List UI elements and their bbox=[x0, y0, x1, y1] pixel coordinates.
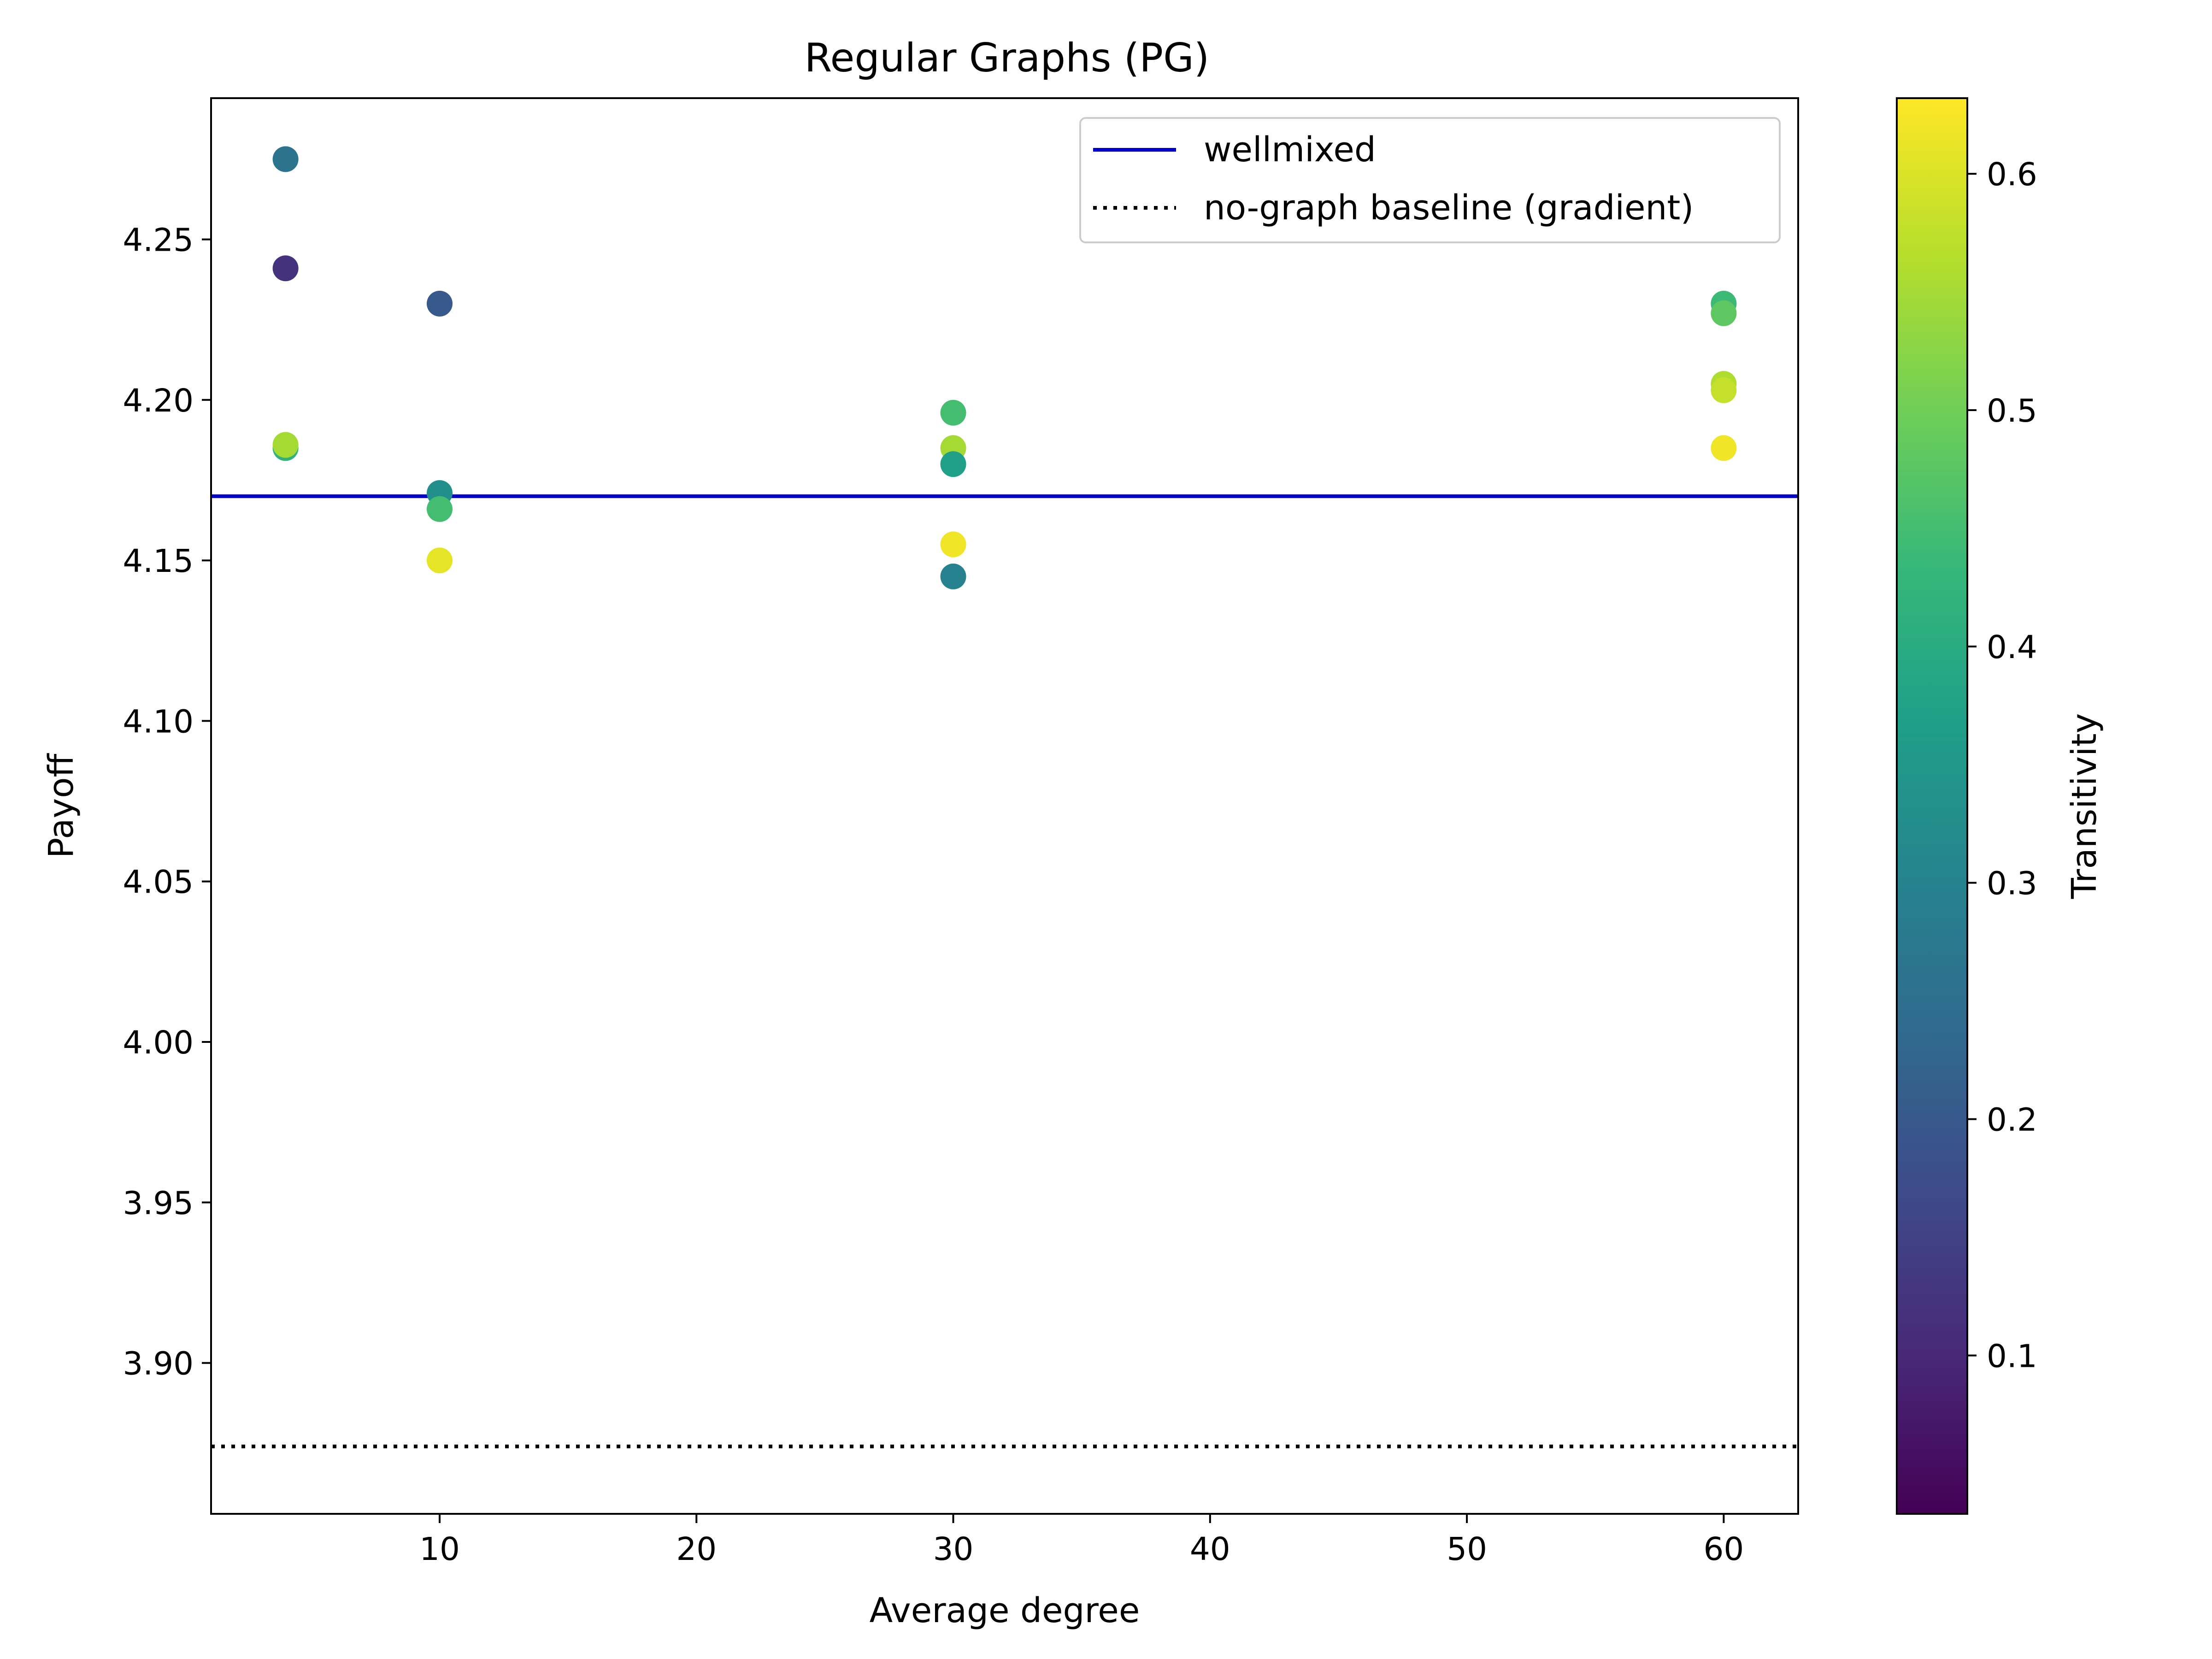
y-tick-label-3: 4.05 bbox=[123, 864, 194, 901]
legend-box bbox=[1079, 117, 1781, 243]
data-point-6 bbox=[426, 496, 453, 522]
data-point-10 bbox=[940, 451, 966, 477]
data-point-1 bbox=[272, 255, 299, 282]
y-tick-label-4: 4.10 bbox=[123, 703, 194, 740]
colorbar-tick-label-3: 0.4 bbox=[1987, 629, 2037, 666]
y-axis-ticks: 3.90 3.95 4.00 4.05 4.10 4.15 4.20 4.25 bbox=[123, 222, 211, 1382]
x-tick-label-0: 10 bbox=[419, 1531, 460, 1568]
colorbar-tick-label-0: 0.1 bbox=[1987, 1338, 2037, 1375]
x-axis-label: Average degree bbox=[870, 1591, 1140, 1630]
colorbar-label: Transitivity bbox=[2065, 713, 2104, 900]
y-tick-label-7: 4.25 bbox=[123, 222, 194, 259]
y-tick-label-0: 3.90 bbox=[123, 1346, 194, 1382]
colorbar-tick-label-1: 0.2 bbox=[1987, 1102, 2037, 1139]
legend-baseline-label: no-graph baseline (gradient) bbox=[1204, 188, 1694, 228]
data-point-7 bbox=[426, 547, 453, 574]
x-tick-label-2: 30 bbox=[933, 1531, 974, 1568]
x-tick-label-3: 40 bbox=[1190, 1531, 1230, 1568]
legend: wellmixed no-graph baseline (gradient) bbox=[1079, 117, 1781, 243]
x-axis-ticks: 10 20 30 40 50 60 bbox=[419, 1514, 1744, 1568]
data-point-11 bbox=[940, 531, 966, 558]
legend-wellmixed-label: wellmixed bbox=[1204, 130, 1376, 170]
colorbar-tick-label-5: 0.6 bbox=[1987, 156, 2037, 193]
x-tick-label-5: 60 bbox=[1703, 1531, 1744, 1568]
data-point-4 bbox=[426, 290, 453, 317]
chart-title: Regular Graphs (PG) bbox=[805, 35, 1210, 81]
y-tick-label-5: 4.15 bbox=[123, 543, 194, 580]
reference-lines bbox=[211, 494, 1798, 1448]
colorbar-gradient bbox=[1896, 97, 1968, 1515]
colorbar-ticks: 0.1 0.2 0.3 0.4 0.5 0.6 bbox=[1967, 156, 2037, 1375]
colorbar-tick-label-4: 0.5 bbox=[1987, 393, 2037, 429]
data-point-17 bbox=[1711, 435, 1737, 461]
x-tick-label-4: 50 bbox=[1447, 1531, 1487, 1568]
data-point-8 bbox=[940, 400, 966, 426]
y-tick-label-6: 4.20 bbox=[123, 382, 194, 419]
y-tick-label-1: 3.95 bbox=[123, 1185, 194, 1222]
data-point-0 bbox=[272, 146, 299, 172]
data-points bbox=[272, 146, 1737, 589]
data-point-14 bbox=[1711, 300, 1737, 326]
x-tick-label-1: 20 bbox=[676, 1531, 717, 1568]
colorbar-tick-label-2: 0.3 bbox=[1987, 865, 2037, 902]
colorbar: 0.1 0.2 0.3 0.4 0.5 0.6 Transitivity bbox=[1896, 97, 2104, 1515]
y-axis-label: Payoff bbox=[41, 753, 81, 859]
data-point-12 bbox=[940, 563, 966, 589]
plot-frame bbox=[210, 97, 1799, 1515]
data-point-3 bbox=[272, 432, 299, 458]
data-point-16 bbox=[1711, 377, 1737, 403]
y-tick-label-2: 4.00 bbox=[123, 1024, 194, 1061]
